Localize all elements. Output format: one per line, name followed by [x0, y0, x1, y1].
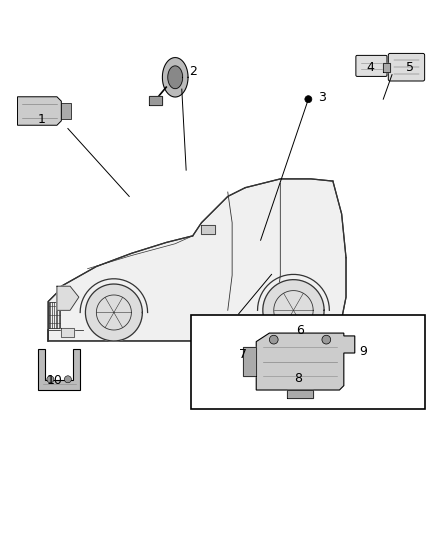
- Circle shape: [64, 376, 71, 383]
- Polygon shape: [201, 225, 215, 233]
- FancyBboxPatch shape: [389, 53, 425, 81]
- Polygon shape: [263, 280, 324, 341]
- Polygon shape: [287, 390, 313, 398]
- Polygon shape: [18, 97, 61, 125]
- Polygon shape: [384, 63, 390, 71]
- Text: 6: 6: [296, 324, 304, 336]
- Polygon shape: [39, 349, 80, 390]
- Polygon shape: [168, 66, 183, 88]
- Circle shape: [305, 96, 312, 103]
- FancyBboxPatch shape: [356, 55, 387, 76]
- Polygon shape: [85, 284, 142, 341]
- Text: 7: 7: [239, 348, 247, 361]
- Circle shape: [269, 335, 278, 344]
- Polygon shape: [256, 333, 355, 390]
- Text: 3: 3: [318, 91, 326, 104]
- Polygon shape: [243, 348, 256, 376]
- Bar: [191, 314, 425, 409]
- Text: 5: 5: [406, 61, 413, 74]
- Polygon shape: [162, 58, 188, 97]
- Circle shape: [322, 335, 331, 344]
- Circle shape: [47, 376, 54, 383]
- Text: 8: 8: [294, 372, 302, 385]
- Polygon shape: [57, 286, 79, 310]
- Text: 10: 10: [47, 374, 63, 387]
- Text: 4: 4: [366, 61, 374, 74]
- Text: 2: 2: [189, 65, 197, 78]
- Polygon shape: [61, 328, 74, 336]
- Polygon shape: [149, 96, 162, 104]
- Polygon shape: [48, 179, 346, 341]
- Text: 1: 1: [38, 114, 46, 126]
- Text: 9: 9: [360, 345, 367, 358]
- Polygon shape: [61, 103, 71, 119]
